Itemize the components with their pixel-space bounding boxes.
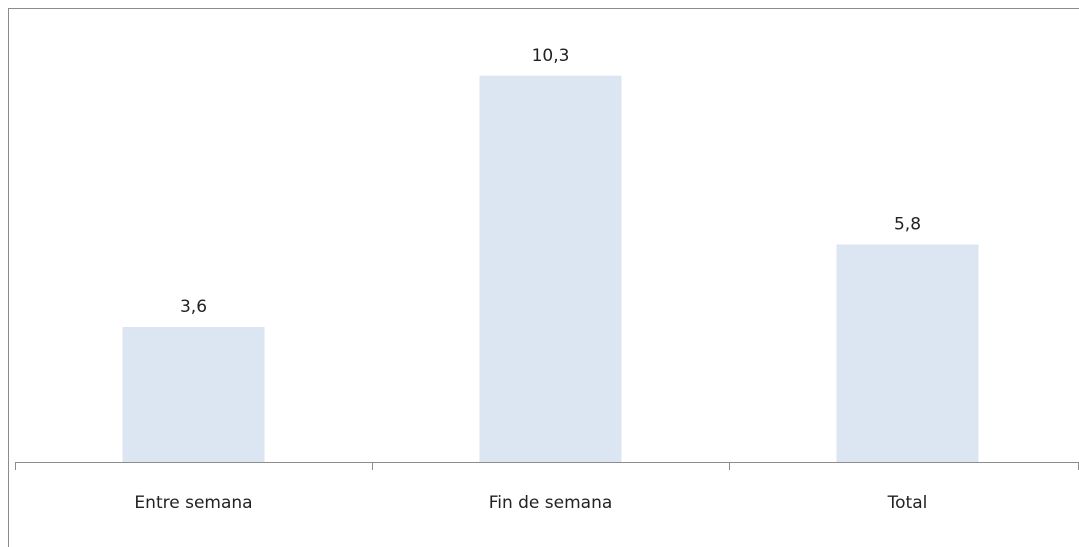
- x-tick-label: Fin de semana: [489, 493, 613, 513]
- bar: [479, 75, 622, 462]
- bar: [122, 327, 265, 462]
- bar: [836, 244, 979, 462]
- data-label: 3,6: [180, 297, 207, 317]
- x-tick-label: Total: [887, 493, 928, 513]
- data-label: 5,8: [894, 215, 921, 235]
- data-label: 10,3: [532, 46, 570, 66]
- x-tick-label: Entre semana: [134, 493, 252, 513]
